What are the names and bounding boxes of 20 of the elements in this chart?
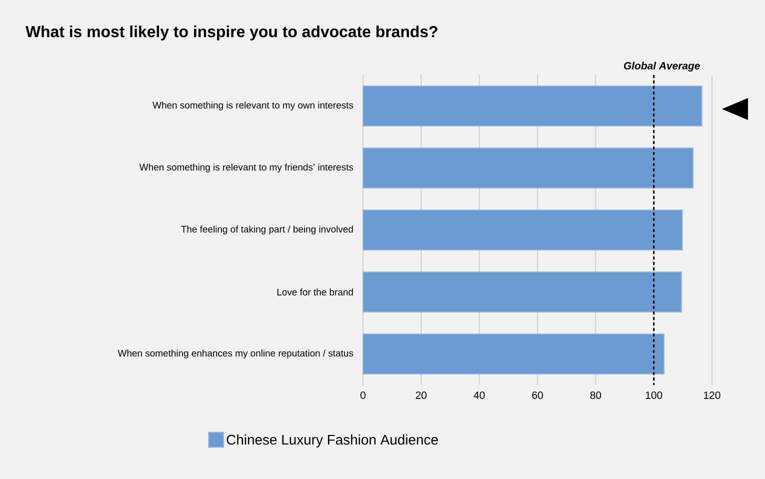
bar xyxy=(362,210,683,251)
legend-label: Chinese Luxury Fashion Audience xyxy=(226,434,438,448)
y-tick-label: When something is relevant to my own interests xyxy=(152,102,354,110)
bar xyxy=(362,148,694,189)
x-tick-label: 20 xyxy=(416,392,427,399)
text: What is most likely to inspire you to advocate brands? xyxy=(26,26,438,40)
y-tick-label: When something enhances my online reputation / status xyxy=(118,350,354,358)
x-tick-label: 0 xyxy=(360,392,366,399)
y-tick-label: When something is relevant to my friends’ interests xyxy=(139,164,354,172)
x-tick-label: 80 xyxy=(590,392,602,399)
x-tick-label: 120 xyxy=(704,392,720,399)
bar xyxy=(362,272,682,313)
y-tick-label: The feeling of taking part / being involved xyxy=(181,226,353,234)
x-tick-label: 60 xyxy=(532,392,543,399)
x-tick-label: 100 xyxy=(646,392,662,399)
bar xyxy=(362,334,665,375)
ref-line-label: Global Average xyxy=(624,62,700,72)
y-tick-label: Love for the brand xyxy=(277,288,353,296)
x-tick-label: 40 xyxy=(474,392,485,399)
bar xyxy=(362,86,702,127)
